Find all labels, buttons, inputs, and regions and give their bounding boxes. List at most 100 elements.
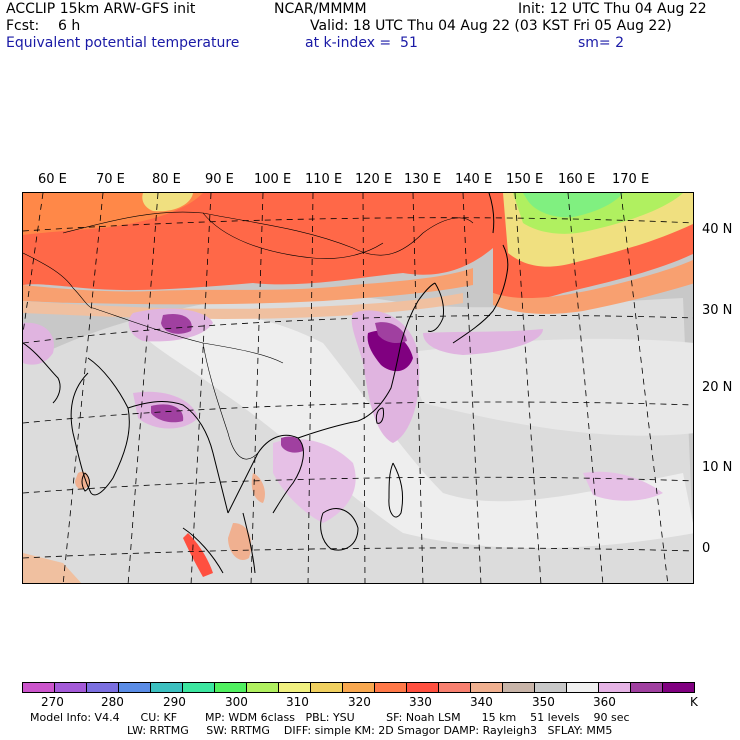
forecast-label: Fcst: <box>6 18 40 34</box>
colorbar-swatch <box>535 683 567 692</box>
colorbar-swatch <box>279 683 311 692</box>
border-himalaya <box>92 307 284 364</box>
init-time: Init: 12 UTC Thu 04 Aug 22 <box>518 1 707 17</box>
level-label: at k-index = 51 <box>305 35 418 51</box>
border-group <box>23 211 474 460</box>
colorbar-swatch <box>631 683 663 692</box>
smoothing-label: sm= 2 <box>578 35 625 51</box>
colorbar-label-360: 360 <box>593 695 616 709</box>
field-white-ocean <box>403 338 693 436</box>
map-panel <box>22 192 694 584</box>
valid-time: Valid: 18 UTC Thu 04 Aug 22 (03 KST Fri … <box>310 18 672 34</box>
lat-label-10n: 10 N <box>702 460 733 475</box>
gridline-lat-30n <box>23 315 693 344</box>
lon-label-110e: 110 E <box>305 172 343 187</box>
field-purple-scs <box>273 439 356 523</box>
lon-label-130e: 130 E <box>404 172 442 187</box>
field-purple-china-mid <box>375 322 407 343</box>
colorbar-swatch <box>343 683 375 692</box>
gridline-lat-10n <box>23 476 693 494</box>
colorbar-swatch <box>183 683 215 692</box>
model-info-line2: LW: RRTMG SW: RRTMG DIFF: simple KM: 2D … <box>127 724 613 737</box>
field-north-salmon-edge <box>23 268 473 305</box>
lon-label-150e: 150 E <box>506 172 544 187</box>
colorbar <box>22 682 695 693</box>
colorbar-unit: K <box>690 695 698 709</box>
colorbar-label-310: 310 <box>286 695 309 709</box>
coastline-korea <box>427 282 444 332</box>
lon-label-160e: 160 E <box>558 172 596 187</box>
gridline-lat-40n <box>23 217 693 232</box>
colorbar-swatch <box>247 683 279 692</box>
lat-label-40n: 40 N <box>702 222 733 237</box>
field-warm-spot-australia <box>23 553 82 583</box>
border-central-asia <box>23 252 94 309</box>
colorbar-swatch <box>599 683 631 692</box>
coastline-taiwan <box>375 407 384 424</box>
colorbar-swatch <box>87 683 119 692</box>
lon-label-120e: 120 E <box>355 172 393 187</box>
colorbar-label-270: 270 <box>41 695 64 709</box>
field-purple-westedge <box>23 322 54 365</box>
graticule-group <box>23 193 693 583</box>
colorbar-label-300: 300 <box>225 695 248 709</box>
colorbar-swatch <box>151 683 183 692</box>
colorbar-label-350: 350 <box>532 695 555 709</box>
field-pacific-green <box>523 193 623 218</box>
theta-e-map <box>23 193 693 583</box>
coastline-china-east <box>400 282 436 344</box>
org-label: NCAR/MMMM <box>274 1 367 17</box>
colorbar-swatch <box>215 683 247 692</box>
colorbar-swatch <box>567 683 599 692</box>
model-title: ACCLIP 15km ARW-GFS init <box>6 1 196 17</box>
colorbar-swatch <box>663 683 694 692</box>
forecast-hours: 6 h <box>58 18 81 34</box>
gridline-lon-60e <box>23 193 44 334</box>
coastline-philippines <box>388 462 404 518</box>
field-north-yellow-spot <box>142 193 193 212</box>
colorbar-swatch <box>439 683 471 692</box>
colorbar-swatch <box>407 683 439 692</box>
field-purple-japan-sea <box>423 329 543 355</box>
coastline-group <box>23 193 509 574</box>
field-purple-wpac <box>583 471 663 501</box>
coastline-borneo <box>320 508 359 551</box>
field-purple-scs-core <box>281 436 304 453</box>
colorbar-swatch <box>311 683 343 692</box>
field-name: Equivalent potential temperature <box>6 35 240 51</box>
lon-label-60e: 60 E <box>38 172 67 187</box>
lon-label-140e: 140 E <box>455 172 493 187</box>
colorbar-label-320: 320 <box>348 695 371 709</box>
lon-label-80e: 80 E <box>152 172 181 187</box>
lat-label-30n: 30 N <box>702 303 733 318</box>
colorbar-label-290: 290 <box>163 695 186 709</box>
colorbar-label-280: 280 <box>101 695 124 709</box>
lon-label-90e: 90 E <box>205 172 234 187</box>
colorbar-swatch <box>55 683 87 692</box>
colorbar-label-330: 330 <box>409 695 432 709</box>
coastline-arabia <box>23 342 61 404</box>
coastline-sakhalin <box>488 193 495 234</box>
colorbar-swatch <box>23 683 55 692</box>
colorbar-label-340: 340 <box>470 695 493 709</box>
lat-label-0: 0 <box>702 541 711 556</box>
lon-label-70e: 70 E <box>96 172 125 187</box>
colorbar-swatch <box>375 683 407 692</box>
coastline-indochina <box>227 434 304 514</box>
lon-label-100e: 100 E <box>254 172 292 187</box>
coastline-bay-of-bengal <box>127 401 229 514</box>
field-warm-spot-sumatra <box>183 533 213 577</box>
lon-label-170e: 170 E <box>612 172 650 187</box>
colorbar-swatch <box>119 683 151 692</box>
coastline-malay <box>242 512 256 574</box>
field-white-patches <box>133 312 693 548</box>
border-southeast <box>202 342 259 460</box>
lat-label-20n: 20 N <box>702 380 733 395</box>
field-purple-bay-core <box>151 404 184 423</box>
coastline-sri-lanka <box>81 472 90 492</box>
coastline-sumatra <box>182 527 224 574</box>
colorbar-swatch <box>471 683 503 692</box>
coastline-india <box>70 357 130 496</box>
field-north-pale-edge <box>23 293 463 319</box>
border-china-north <box>62 211 474 256</box>
